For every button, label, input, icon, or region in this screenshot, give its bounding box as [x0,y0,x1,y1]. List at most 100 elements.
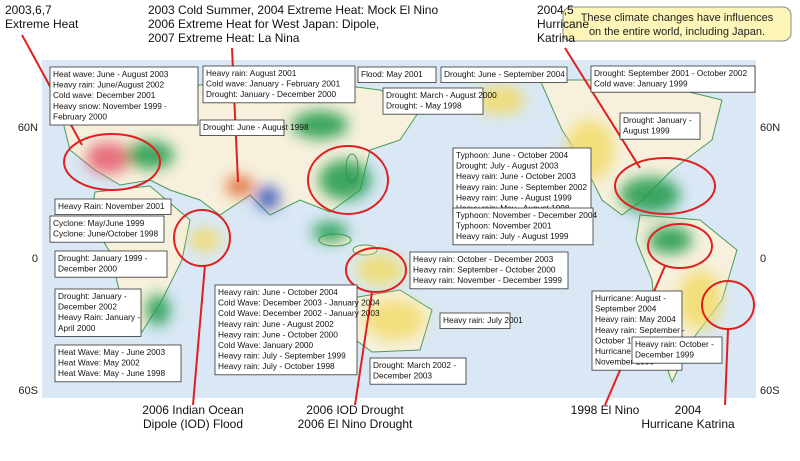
headline: 2003,6,7 [5,3,52,17]
annotation-text: Heavy rain: June - October 2004 [218,287,338,297]
annotation-box [619,112,701,140]
annotation-text: Heavy Rain: November 2001 [58,201,165,211]
annotation: Drought: June - September 2004 [440,66,568,84]
annotation-text: Heavy rain: September - October 2000 [413,265,556,275]
latitude-label: 60N [18,122,38,134]
annotation-text: December 2002 [58,302,117,312]
headline: 2006 Extreme Heat for West Japan: Dipole… [148,17,379,31]
annotation-box [49,215,165,243]
annotation-box [440,66,568,84]
annotation-text: August 1999 [623,126,670,136]
annotation: Drought: January -August 1999 [619,112,701,140]
annotation-box [199,119,285,137]
headline: 2006 El Nino Drought [298,417,413,431]
annotation-text: October 1999 [595,335,646,345]
annotation-text: Typhoon: November 2001 [456,221,552,231]
annotation-box [452,207,594,246]
annotation: Heavy rain: July 2001 [439,312,523,330]
annotation-text: Drought: June - September 2004 [444,69,565,79]
annotation-box [202,65,356,104]
annotation-text: Cold wave: January - February 2001 [206,79,341,89]
annotation-box [409,251,569,290]
annotation-box [382,87,484,115]
annotation-text: September 2004 [595,304,657,314]
annotation-text: April 2000 [58,323,96,333]
annotation-text: Heavy rain: May 2004 [595,314,676,324]
annotation-text: Heavy rain: July - October 1998 [218,361,335,371]
annotation-box [452,147,592,217]
headline: 1998 El Nino [571,403,640,417]
annotation-text: Drought: - May 1998 [386,101,462,111]
annotation-text: Drought: September 2001 - October 2002 [594,68,748,78]
headline: 2003 Cold Summer, 2004 Extreme Heat: Moc… [148,3,438,17]
annotation-text: Heavy rain: November - December 1999 [413,275,562,285]
annotation-text: Heavy rain: August 2001 [206,68,297,78]
headline: Katrina [537,31,575,45]
annotation-text: Heavy rain: October - [635,339,714,349]
annotation-text: November 1998 [595,357,654,367]
annotation-text: December 2000 [58,264,117,274]
annotation: Drought: January 1999 -December 2000 [54,250,168,278]
annotation: Flood: May 2001 [357,66,437,84]
annotation-text: Heavy rain: July 2001 [443,315,523,325]
annotation-text: Drought: March - August 2000 [386,90,497,100]
annotation-text: Heavy rain: June - September 2002 [456,182,587,192]
headline: 2004 [675,403,702,417]
annotation-text: Drought: March 2002 - [373,360,456,370]
annotation-box [357,66,437,84]
headline: Hurricane [537,17,589,31]
annotation-text: Cold Wave: December 2003 - January 2004 [218,298,380,308]
latitude-label: 60S [18,385,38,397]
annotation-box [54,344,182,383]
annotation-text: Heavy rain: June - October 2003 [456,171,576,181]
annotation-box [54,198,172,216]
annotation: Drought: June - August 1998 [199,119,309,137]
headline: 2004,5 [537,3,574,17]
annotation-text: Drought: July - August 2003 [456,161,559,171]
anomaly-zones [86,85,722,340]
annotation-text: Drought: January - [58,291,127,301]
headline: 2006 IOD Drought [306,403,404,417]
annotation-text: Heat Wave: May - June 2003 [58,347,166,357]
annotation-text: Cold Wave: December 2002 - January 2003 [218,308,380,318]
headline: Hurricane Katrina [641,417,735,431]
annotation-text: Flood: May 2001 [361,69,423,79]
latitude-label: 0 [32,253,38,265]
note-text: These climate changes have influences [581,12,774,24]
annotation-text: Cyclone: May/June 1999 [53,218,145,228]
annotation-box [214,284,358,376]
annotation-text: Heavy snow: November 1999 - [53,101,167,111]
note-text: on the entire world, including Japan. [589,26,765,38]
annotation-text: Heavy rain: September - [595,325,685,335]
annotation-text: Cold wave: December 2001 [53,90,156,100]
annotation-text: Heavy rain: June - August 2002 [218,319,334,329]
annotation-text: December 2003 [373,371,432,381]
annotation-text: Drought: January - December 2000 [206,89,336,99]
annotation-box [590,65,756,93]
annotation: Heavy Rain: November 2001 [54,198,172,216]
annotation-text: Heat Wave: May 2002 [58,358,140,368]
annotation-text: Typhoon: November - December 2004 [456,210,598,220]
annotation-text: Heavy rain: July - September 1999 [218,351,346,361]
annotation-text: Heavy rain: July - August 1999 [456,231,569,241]
annotation-box [439,312,511,330]
annotation-box [54,250,168,278]
annotation: Drought: September 2001 - October 2002Co… [590,65,756,93]
latitude-label: 60N [760,122,780,134]
annotation-box [369,357,467,385]
annotation-text: December 1999 [635,350,694,360]
annotation: Typhoon: November - December 2004Typhoon… [452,207,598,246]
annotation-text: Cold Wave: January 2000 [218,340,314,350]
latitude-label: 60S [760,385,780,397]
annotation-box [54,288,142,337]
annotation-text: Heavy rain: June - October 2000 [218,329,338,339]
annotation-text: Drought: June - August 1998 [203,122,309,132]
latitude-label: 0 [760,253,766,265]
annotation-box [49,66,199,126]
